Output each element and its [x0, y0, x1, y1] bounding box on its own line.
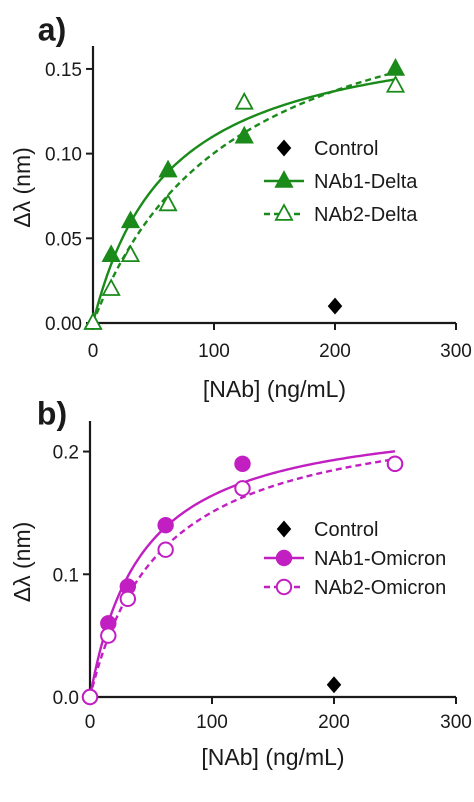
y-tick-label: 0.10	[45, 145, 82, 166]
data-point	[234, 91, 254, 110]
legend-marker	[274, 203, 294, 221]
x-tick-label: 200	[319, 341, 351, 362]
data-point	[158, 193, 178, 212]
chart-panel-1: a) 0 100 200 300 0.00 0.05 0.10 0.15 [NAb] (ng/mL…	[9, 11, 472, 402]
legend-label: NAb1-Omicron	[314, 548, 446, 570]
legend-label: NAb2-Omicron	[314, 577, 446, 599]
data-point	[326, 676, 342, 694]
data-point	[234, 455, 251, 473]
data-point	[120, 210, 141, 229]
legend-marker	[275, 549, 293, 567]
y-axis-title: Δλ (nm)	[9, 522, 35, 603]
data-point	[119, 590, 137, 608]
legend-marker	[274, 170, 294, 188]
fit-curve-nab2-omicron	[88, 458, 396, 698]
data-point	[157, 541, 174, 558]
data-point	[101, 244, 121, 263]
data-point	[234, 125, 254, 144]
y-tick-label: 0.2	[53, 443, 79, 464]
y-tick-label: 0.15	[45, 60, 82, 81]
x-axis-title: [NAb] (ng/mL)	[203, 376, 346, 402]
fit-curve-nab1-delta	[91, 78, 396, 324]
y-tick-label: 0.0	[53, 688, 79, 709]
x-tick-label: 100	[198, 341, 230, 362]
x-tick-label: 300	[440, 712, 472, 733]
data-point	[83, 312, 103, 330]
x-tick-label: 0	[85, 712, 96, 733]
legend-label: NAb1-Delta	[314, 171, 418, 193]
legend-marker	[276, 520, 292, 538]
data-point	[234, 480, 251, 497]
data-point	[157, 516, 174, 534]
x-tick-label: 100	[196, 712, 228, 733]
legend-label: NAb2-Delta	[314, 204, 418, 226]
y-tick-label: 0.00	[45, 314, 82, 335]
legend-marker	[276, 139, 292, 157]
data-point	[386, 455, 404, 473]
data-point	[81, 688, 99, 706]
data-point	[100, 627, 117, 644]
data-point	[327, 297, 343, 315]
y-tick-label: 0.05	[45, 229, 82, 250]
x-axis-title: [NAb] (ng/mL)	[201, 744, 344, 770]
data-point	[158, 159, 178, 178]
chart-panel-2: b) 0 100 200 300 0.0 0.1 0.2 [NAb] (ng/mL) Δλ (nm…	[9, 395, 472, 770]
fit-curve-nab2-delta	[91, 71, 396, 324]
data-point	[101, 278, 121, 296]
legend-label: Control	[314, 138, 378, 160]
legend-label: Control	[314, 519, 378, 541]
panel-label: a)	[38, 11, 66, 47]
y-axis-title: Δλ (nm)	[9, 147, 35, 228]
data-point	[385, 74, 406, 93]
legend-marker	[275, 578, 293, 596]
y-tick-label: 0.1	[53, 565, 79, 586]
panel-label: b)	[37, 395, 67, 431]
x-tick-label: 300	[440, 341, 472, 362]
x-tick-label: 0	[88, 341, 99, 362]
data-point	[385, 58, 406, 76]
data-point	[120, 244, 141, 263]
x-tick-label: 200	[318, 712, 350, 733]
